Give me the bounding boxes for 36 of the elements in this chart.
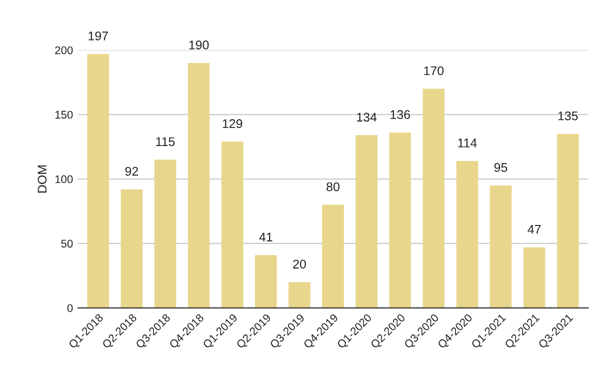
bar — [154, 160, 176, 308]
y-tick-label: 150 — [55, 110, 73, 119]
bar — [322, 204, 344, 308]
bar — [523, 247, 546, 308]
data-label: 114 — [458, 138, 477, 148]
bar — [188, 62, 210, 308]
bar — [490, 185, 512, 308]
bar — [254, 255, 277, 308]
bar — [389, 132, 412, 308]
bar — [356, 135, 378, 308]
bar — [120, 189, 143, 308]
bar — [221, 142, 244, 308]
data-label: 129 — [222, 119, 242, 128]
data-label: 134 — [357, 112, 377, 122]
data-label: 115 — [156, 137, 175, 146]
bar — [422, 88, 445, 308]
bar — [556, 134, 579, 308]
data-label: 20 — [293, 260, 306, 269]
data-label: 41 — [259, 232, 272, 242]
data-label: 136 — [390, 110, 410, 120]
bar — [456, 160, 478, 308]
data-label: 95 — [494, 163, 508, 172]
bar — [87, 54, 110, 308]
bar — [288, 282, 310, 308]
data-label: 92 — [125, 166, 138, 176]
data-label: 170 — [424, 66, 444, 76]
y-tick-label: 100 — [55, 175, 73, 184]
data-label: 135 — [558, 111, 578, 120]
y-tick-label: 200 — [55, 46, 73, 54]
data-label: 80 — [326, 182, 340, 192]
data-label: 47 — [528, 225, 541, 234]
y-tick-label: 50 — [61, 240, 73, 248]
y-axis-title: DOM — [38, 165, 47, 193]
data-label: 197 — [88, 32, 108, 40]
data-label: 190 — [189, 40, 209, 50]
y-tick-label: 0 — [67, 304, 73, 312]
